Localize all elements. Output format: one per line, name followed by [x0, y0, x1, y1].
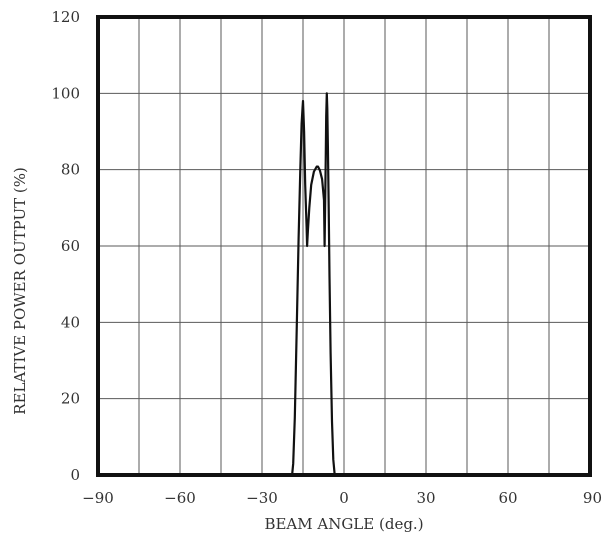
y-tick-label: 100	[51, 84, 80, 102]
x-tick-labels: −90 −60 −30 0 30 60 90	[82, 489, 602, 507]
x-tick-label: 60	[498, 489, 517, 507]
x-tick-label: 90	[583, 489, 602, 507]
plot-frame	[96, 15, 592, 477]
grid-lines	[98, 17, 590, 475]
y-tick-label: 20	[61, 390, 80, 408]
y-axis-label: RELATIVE POWER OUTPUT (%)	[11, 167, 29, 415]
x-axis-label: BEAM ANGLE (deg.)	[264, 515, 423, 533]
y-tick-label: 80	[61, 161, 80, 179]
y-tick-label: 60	[61, 237, 80, 255]
y-tick-label: 0	[70, 466, 80, 484]
y-tick-labels: 0 20 40 60 80 100 120	[51, 8, 80, 484]
series-group	[96, 92, 592, 477]
x-tick-label: −60	[164, 489, 196, 507]
series-line-1	[96, 92, 592, 477]
x-tick-label: −30	[246, 489, 278, 507]
x-tick-label: 0	[339, 489, 349, 507]
x-tick-label: −90	[82, 489, 114, 507]
x-tick-label: 30	[416, 489, 435, 507]
y-tick-label: 120	[51, 8, 80, 26]
y-tick-label: 40	[61, 313, 80, 331]
